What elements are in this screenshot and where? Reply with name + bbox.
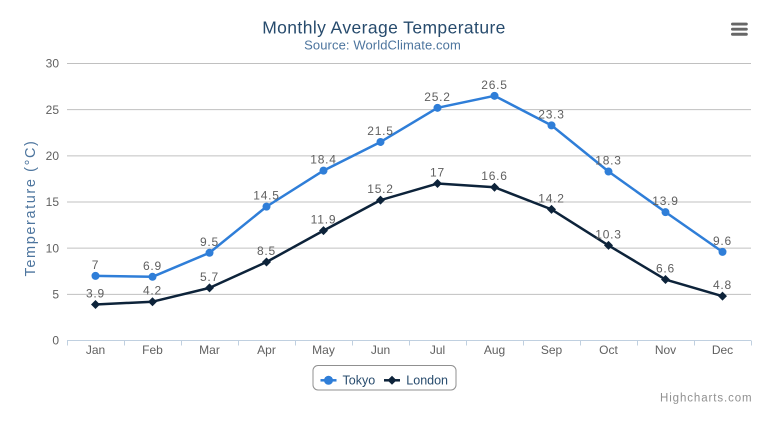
svg-text:14.2: 14.2: [538, 191, 565, 205]
svg-text:Apr: Apr: [257, 343, 276, 357]
svg-text:Monthly Average Temperature: Monthly Average Temperature: [262, 18, 506, 38]
svg-text:9.5: 9.5: [200, 235, 219, 249]
svg-text:May: May: [312, 343, 335, 357]
svg-text:Feb: Feb: [142, 343, 163, 357]
svg-text:7: 7: [92, 258, 99, 272]
svg-text:9.6: 9.6: [713, 234, 732, 248]
svg-text:18.4: 18.4: [310, 153, 337, 167]
svg-text:Dec: Dec: [712, 343, 733, 357]
svg-text:4.2: 4.2: [143, 284, 162, 298]
svg-text:Jul: Jul: [430, 343, 445, 357]
svg-text:6.9: 6.9: [143, 259, 162, 273]
svg-text:Aug: Aug: [484, 343, 505, 357]
svg-text:8.5: 8.5: [257, 244, 276, 258]
svg-text:23.3: 23.3: [538, 107, 565, 121]
svg-text:0: 0: [52, 334, 59, 348]
svg-text:10.3: 10.3: [595, 227, 622, 241]
svg-text:5.7: 5.7: [200, 270, 219, 284]
svg-text:16.6: 16.6: [481, 169, 508, 183]
svg-text:Sep: Sep: [541, 343, 563, 357]
svg-text:25: 25: [46, 103, 60, 117]
svg-text:18.3: 18.3: [595, 154, 622, 168]
svg-text:30: 30: [46, 57, 60, 71]
svg-text:Nov: Nov: [655, 343, 676, 357]
svg-text:11.9: 11.9: [311, 213, 337, 227]
svg-text:Mar: Mar: [199, 343, 220, 357]
svg-text:13.9: 13.9: [652, 194, 679, 208]
svg-text:London: London: [406, 374, 448, 388]
svg-text:5: 5: [52, 288, 59, 302]
svg-text:Jan: Jan: [86, 343, 105, 357]
svg-text:4.8: 4.8: [713, 278, 732, 292]
svg-text:15: 15: [46, 195, 60, 209]
svg-text:Source: WorldClimate.com: Source: WorldClimate.com: [304, 37, 461, 52]
svg-text:20: 20: [46, 149, 60, 163]
svg-text:25.2: 25.2: [424, 90, 451, 104]
svg-text:Oct: Oct: [599, 343, 618, 357]
svg-text:10: 10: [46, 241, 60, 255]
svg-text:3.9: 3.9: [86, 286, 105, 300]
svg-text:Temperature (°C): Temperature (°C): [23, 140, 39, 277]
svg-text:26.5: 26.5: [481, 78, 508, 92]
svg-text:6.6: 6.6: [656, 262, 675, 276]
svg-text:17: 17: [430, 166, 445, 180]
svg-text:14.5: 14.5: [253, 189, 280, 203]
svg-text:15.2: 15.2: [367, 182, 394, 196]
svg-text:Jun: Jun: [371, 343, 390, 357]
svg-text:21.5: 21.5: [367, 124, 394, 138]
svg-text:Tokyo: Tokyo: [343, 374, 376, 388]
svg-text:Highcharts.com: Highcharts.com: [660, 393, 753, 405]
